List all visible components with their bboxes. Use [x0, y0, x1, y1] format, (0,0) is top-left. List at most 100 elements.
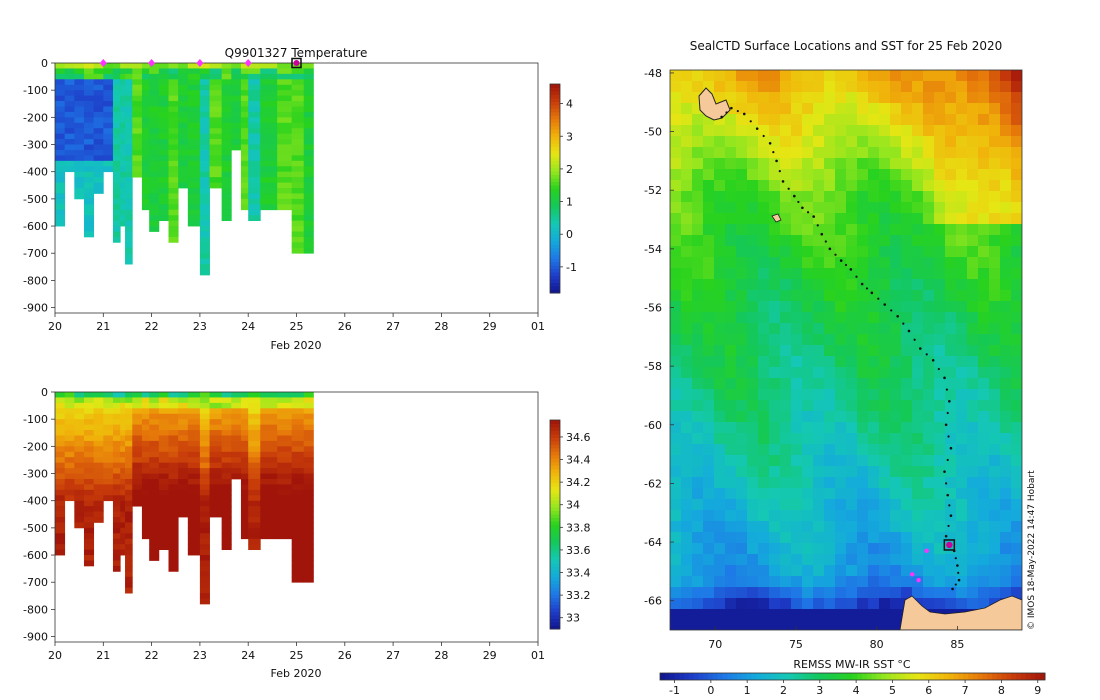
sst-cell [736, 235, 748, 247]
sst-cell [1011, 103, 1022, 115]
sst-cell [703, 323, 715, 335]
sst-cell [681, 356, 693, 368]
sst-cell [879, 598, 891, 610]
colorbar-tick-label: 33 [566, 612, 580, 625]
sst-cell [769, 488, 781, 500]
temperature-cell [187, 188, 201, 194]
sst-map-axes-box [669, 69, 1023, 631]
sst-cell [725, 356, 737, 368]
colorbar-segment [550, 608, 560, 613]
salinity-cell [120, 478, 126, 485]
sst-cell [824, 554, 836, 566]
sst-cell [934, 455, 946, 467]
sst-cell [835, 444, 847, 456]
temperature-cell [277, 73, 293, 80]
salinity-cell [120, 511, 126, 518]
colorbar-segment [550, 164, 560, 169]
sst-cell [978, 246, 990, 258]
salinity-cell [209, 473, 223, 480]
sst-cell [890, 598, 902, 610]
colorbar-segment [818, 673, 825, 680]
sst-cell [813, 191, 825, 203]
salinity-cell [178, 500, 189, 507]
temperature-cell [303, 63, 314, 69]
temperature-cell [83, 101, 95, 107]
sst-cell [879, 444, 891, 456]
sst-cell [835, 345, 847, 357]
sst-cell [912, 114, 924, 126]
sst-cell [1000, 191, 1012, 203]
sst-cell [857, 455, 869, 467]
salinity-cell [74, 408, 85, 415]
salinity-cell [303, 468, 314, 474]
temperature-cell [168, 117, 179, 124]
sst-cell [780, 202, 792, 214]
sst-cell [703, 136, 715, 148]
salinity-cell [248, 457, 261, 464]
salinity-cell [291, 478, 305, 485]
temperature-cell [199, 177, 210, 183]
track-point [948, 400, 951, 403]
sst-cell [670, 543, 682, 555]
sst-cell [989, 433, 1001, 445]
sst-cell [857, 70, 869, 82]
temperature-cell [93, 101, 104, 107]
colorbar-segment [550, 590, 560, 595]
salinity-cell [120, 424, 126, 431]
salinity-cell [125, 544, 133, 551]
sst-cell [769, 224, 781, 236]
salinity-cell [141, 522, 150, 529]
temperature-cell [125, 171, 133, 178]
temperature-cell [209, 149, 223, 156]
temperature-cell [132, 171, 143, 178]
salinity-cell [158, 397, 169, 404]
temperature-cell [209, 182, 223, 189]
temperature-cell [277, 128, 293, 135]
salinity-cell [187, 500, 201, 507]
temperature-cell [209, 90, 223, 97]
salinity-cell [112, 408, 121, 415]
salinity-cell [120, 408, 126, 415]
temperature-cell [149, 133, 160, 140]
sst-cell [923, 466, 935, 478]
temperature-cell [112, 226, 121, 232]
sst-cell [879, 345, 891, 357]
temperature-cell [112, 231, 121, 238]
sst-cell [714, 598, 726, 610]
temperature-cell [132, 133, 143, 140]
temperature-cell [158, 204, 169, 211]
temperature-cell [303, 198, 314, 205]
sst-cell [835, 620, 847, 630]
salinity-cell [187, 468, 201, 474]
colorbar-segment [929, 673, 935, 680]
sst-cell [703, 70, 715, 82]
salinity-cell [93, 408, 104, 415]
colorbar-segment [550, 254, 560, 259]
track-point [946, 493, 950, 497]
temperature-cell [248, 95, 261, 102]
sst-cell [670, 103, 682, 115]
sst-cell [736, 279, 748, 291]
colorbar-segment [550, 611, 560, 616]
salinity-cell [240, 457, 249, 464]
temperature-cell [178, 128, 189, 135]
track-point [855, 275, 858, 278]
salinity-cell [149, 424, 160, 431]
sst-cell [923, 455, 935, 467]
sst-cell [835, 609, 847, 621]
sst-cell [879, 400, 891, 412]
salinity-cell [74, 522, 85, 529]
sst-cell [945, 114, 957, 126]
sst-cell [725, 345, 737, 357]
sst-cell [681, 334, 693, 346]
sst-cell [945, 191, 957, 203]
sst-cell [890, 554, 902, 566]
temperature-cell [125, 236, 133, 243]
salinity-cell [168, 457, 179, 464]
sst-cell [758, 466, 770, 478]
sst-cell [769, 246, 781, 258]
salinity-cell [112, 538, 121, 545]
temperature-cell [74, 63, 85, 69]
colorbar-segment [871, 673, 878, 680]
colorbar-segment [550, 538, 560, 543]
